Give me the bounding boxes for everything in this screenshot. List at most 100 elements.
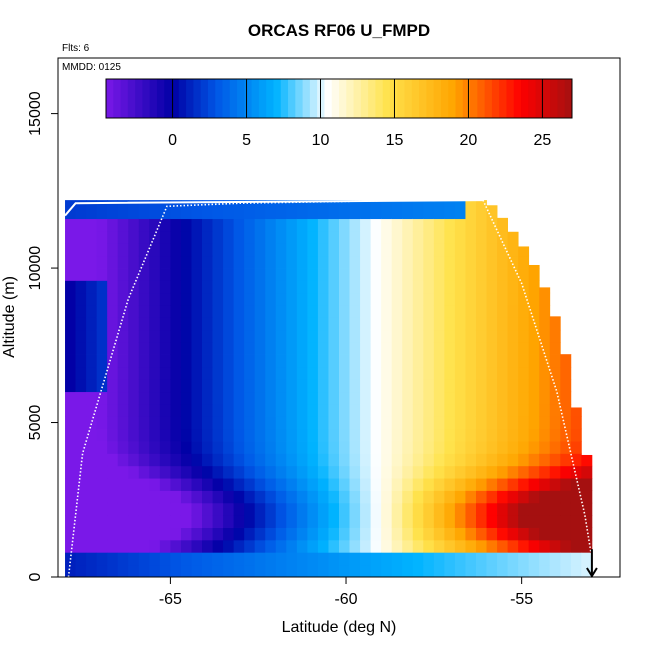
heatmap-cell (381, 490, 393, 504)
heatmap-cell (381, 564, 393, 578)
heatmap-cell (212, 268, 224, 281)
heatmap-cell (117, 206, 129, 220)
heatmap-cell (212, 329, 224, 343)
heatmap-cell (212, 280, 224, 294)
heatmap-cell (296, 243, 308, 257)
heatmap-cell (296, 416, 308, 430)
heatmap-cell (423, 354, 435, 368)
heatmap-cell (223, 416, 235, 430)
heatmap-cell (191, 453, 203, 467)
colorbar-tick-label: 0 (168, 132, 177, 149)
heatmap-cell (497, 317, 508, 331)
heatmap-cell (191, 354, 203, 368)
heatmap-cell (391, 268, 403, 281)
heatmap-cell (275, 231, 287, 244)
heatmap-cell (497, 255, 508, 269)
heatmap-cell (96, 404, 108, 417)
heatmap-cell (117, 428, 129, 442)
heatmap-cell (96, 379, 108, 393)
heatmap-cell (581, 465, 593, 479)
heatmap-cell (570, 490, 582, 504)
heatmap-cell (465, 515, 477, 528)
heatmap-cell (254, 255, 266, 269)
heatmap-cell (402, 231, 414, 244)
heatmap-cell (149, 329, 161, 343)
y-axis-label: Altitude (m) (1, 276, 18, 358)
heatmap-cell (381, 280, 393, 294)
heatmap-cell (254, 243, 266, 257)
heatmap-cell (170, 280, 182, 294)
heatmap-cell (518, 255, 530, 269)
heatmap-cell (412, 527, 424, 541)
heatmap-cell (391, 280, 403, 294)
heatmap-cell (339, 354, 350, 368)
heatmap-cell (518, 329, 530, 343)
heatmap-cell (307, 218, 319, 232)
heatmap-cell (296, 305, 308, 318)
heatmap-cell (423, 465, 435, 479)
heatmap-cell (138, 292, 150, 306)
heatmap-cell (528, 354, 540, 368)
heatmap-cell (475, 539, 487, 553)
heatmap-cell (254, 305, 266, 318)
heatmap-cell (475, 231, 487, 244)
heatmap-cell (486, 255, 498, 269)
y-tick-label: 10000 (27, 246, 44, 291)
heatmap-cell (275, 366, 287, 380)
heatmap-cell (328, 200, 340, 207)
heatmap-cell (75, 453, 87, 467)
heatmap-cell (296, 465, 308, 479)
heatmap-cell (497, 218, 508, 232)
heatmap-cell (265, 391, 277, 405)
heatmap-cell (349, 391, 361, 405)
heatmap-cell (370, 465, 382, 479)
heatmap-cell (549, 342, 561, 355)
heatmap-cell (423, 268, 435, 281)
heatmap-cell (138, 552, 150, 566)
heatmap-cell (159, 552, 171, 566)
heatmap-cell (265, 268, 277, 281)
heatmap-cell (107, 280, 119, 294)
heatmap-cell (202, 280, 213, 294)
heatmap-cell (244, 366, 256, 380)
heatmap-cell (212, 255, 224, 269)
heatmap-cell (360, 305, 372, 318)
x-tick-label: -55 (510, 591, 533, 608)
heatmap-cell (370, 441, 382, 454)
heatmap-cell (170, 268, 182, 281)
heatmap-cell (128, 292, 140, 306)
heatmap-cell (191, 527, 203, 541)
heatmap-cell (454, 490, 466, 504)
heatmap-cell (570, 441, 582, 454)
heatmap-cell (339, 379, 350, 393)
heatmap-cell (159, 280, 171, 294)
heatmap-cell (275, 206, 287, 220)
heatmap-cell (465, 490, 477, 504)
heatmap-cell (202, 490, 213, 504)
heatmap-cell (486, 231, 498, 244)
heatmap-cell (254, 354, 266, 368)
heatmap-cell (159, 416, 171, 430)
heatmap-cell (107, 391, 119, 405)
heatmap-cell (560, 428, 572, 442)
heatmap-cell (454, 280, 466, 294)
heatmap-cell (317, 206, 329, 220)
heatmap-cell (454, 218, 466, 232)
heatmap-cell (65, 305, 76, 318)
heatmap-cell (96, 441, 108, 454)
heatmap-cell (212, 231, 224, 244)
heatmap-cell (507, 490, 519, 504)
heatmap-cell (518, 428, 530, 442)
heatmap-cell (149, 342, 161, 355)
heatmap-cell (202, 255, 213, 269)
heatmap-cell (107, 502, 119, 516)
heatmap-cell (128, 366, 140, 380)
heatmap-cell (254, 206, 266, 220)
heatmap-cell (539, 342, 551, 355)
heatmap-cell (128, 379, 140, 393)
heatmap-cell (391, 354, 403, 368)
heatmap-cell (549, 316, 561, 318)
heatmap-cell (465, 200, 477, 207)
heatmap-cell (518, 465, 530, 479)
colorbar-segment (171, 79, 180, 118)
